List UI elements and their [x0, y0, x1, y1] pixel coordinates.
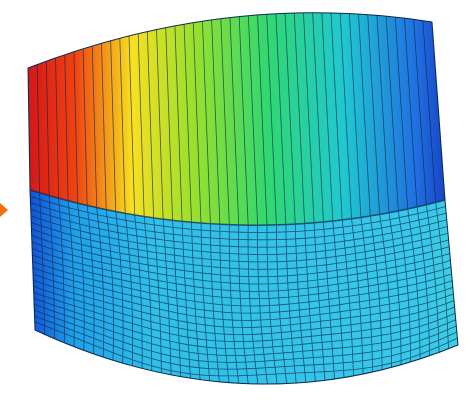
body: (() => { const data = JSON.parse(documen… [0, 0, 471, 417]
pointer-arrow [0, 203, 8, 217]
shell [20, 0, 470, 417]
page: Shell mesh {} html, body { margin: 0; pa… [0, 0, 471, 417]
mesh-render [0, 0, 471, 417]
upper-band [20, 0, 470, 225]
